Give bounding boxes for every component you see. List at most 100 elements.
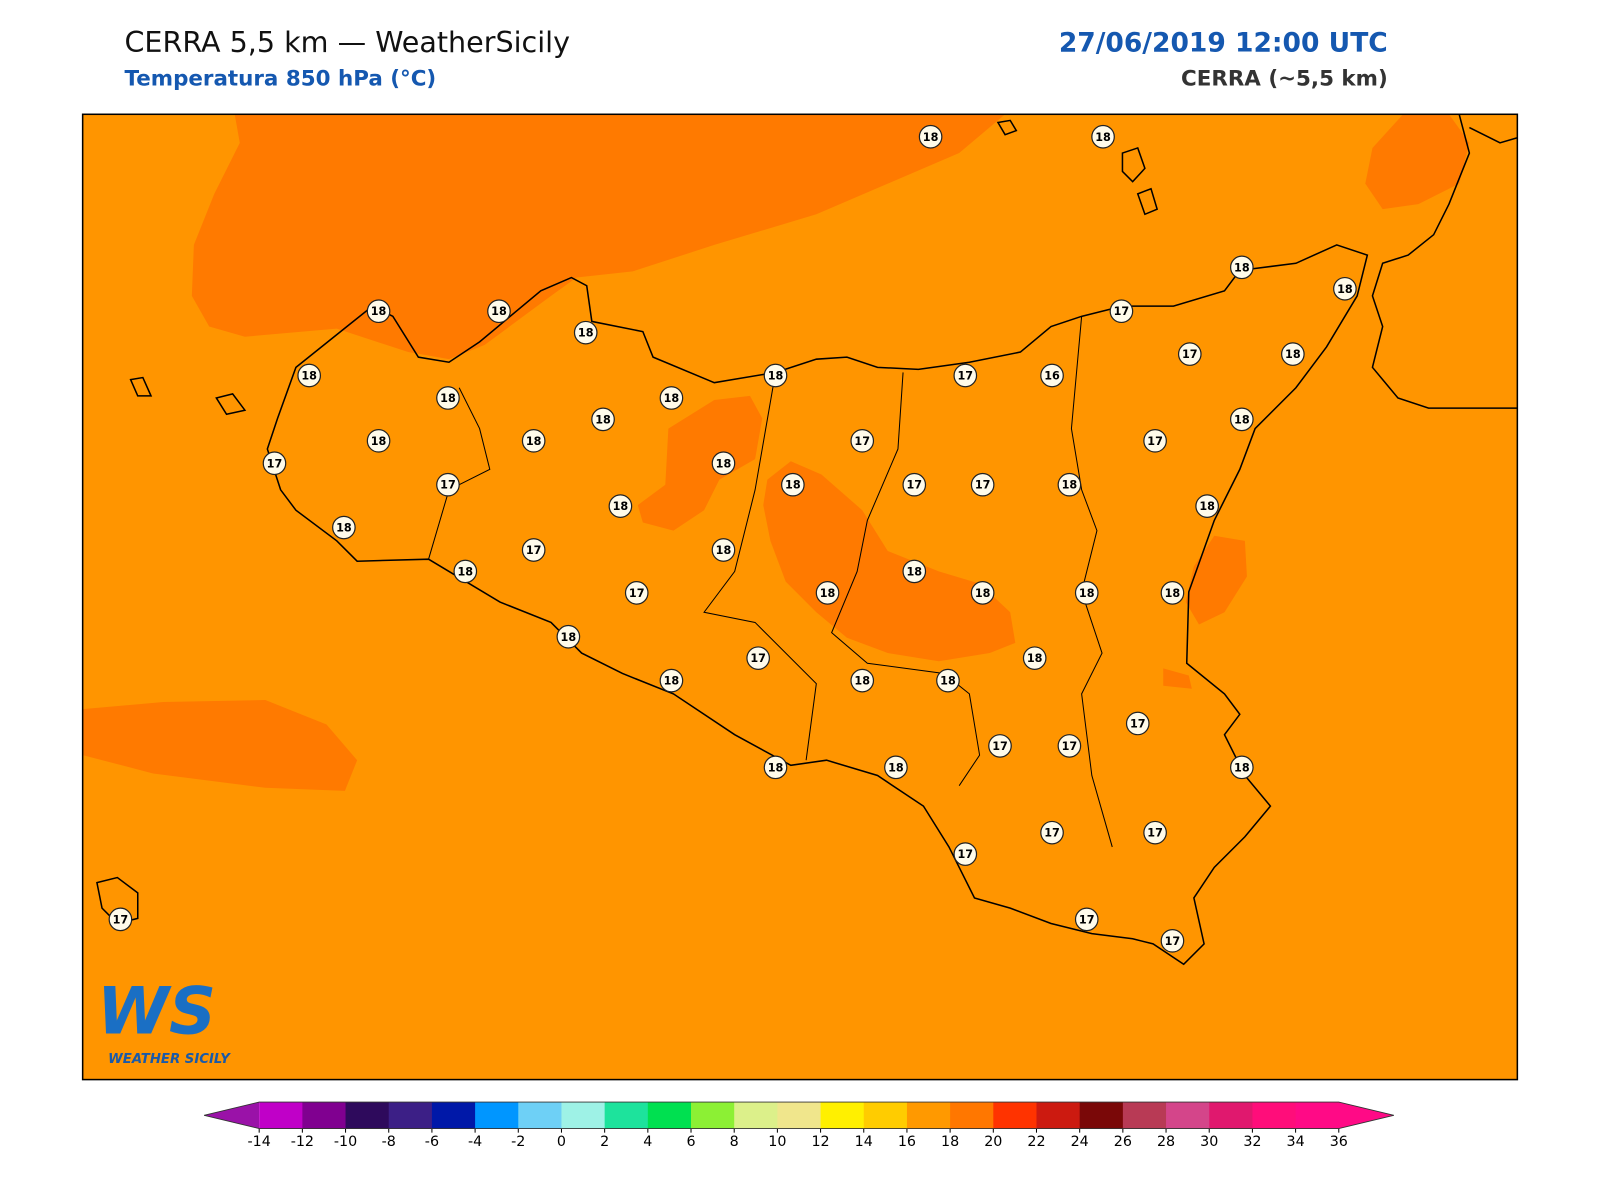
model: CERRA (~5,5 km) [1181, 67, 1388, 92]
station-marker [970, 581, 995, 605]
station-value: 18 [906, 565, 922, 578]
colorbar-bin [561, 1102, 606, 1129]
station-marker [1022, 646, 1047, 670]
colorbar-tick-label: 30 [1200, 1134, 1218, 1150]
colorbar-under [204, 1102, 260, 1129]
station-marker [556, 624, 581, 649]
subtitle: Temperatura 850 hPa (°C) [124, 67, 436, 92]
logo: WS WEATHER SICILY [97, 973, 231, 1067]
colorbar-tick-label: 12 [811, 1134, 829, 1150]
station-marker [487, 299, 511, 324]
station-marker [1074, 581, 1099, 605]
colorbar-bin [1252, 1102, 1297, 1129]
station-value: 18 [768, 370, 784, 383]
colorbar-over [1338, 1102, 1394, 1129]
station-value: 17 [992, 740, 1008, 753]
station-marker [1143, 428, 1167, 453]
station-marker [332, 515, 356, 540]
station-marker [902, 559, 927, 584]
station-value: 18 [595, 413, 611, 426]
colorbar-tick-label: 22 [1027, 1134, 1045, 1150]
colorbar-tick-label: 4 [643, 1134, 652, 1150]
station-value: 18 [301, 370, 317, 383]
station-marker [1040, 820, 1064, 845]
colorbar-bin [906, 1102, 951, 1129]
station-value: 18 [923, 131, 939, 144]
station-value: 18 [1027, 652, 1043, 665]
station-value: 18 [664, 392, 680, 405]
station-value: 17 [113, 913, 129, 926]
station-value: 18 [1234, 413, 1250, 426]
station-marker [1057, 734, 1082, 758]
station-value: 17 [1114, 305, 1130, 318]
station-value: 16 [1044, 370, 1060, 383]
colorbar-tick-label: 16 [898, 1134, 916, 1150]
station-marker [781, 472, 805, 497]
colorbar-bin [863, 1102, 908, 1129]
station-marker [1160, 581, 1185, 605]
colorbar-bin [691, 1102, 735, 1129]
station-value: 18 [716, 544, 732, 557]
station-value: 18 [526, 435, 542, 448]
station-marker [936, 668, 960, 693]
station-value: 17 [854, 435, 870, 448]
station-marker [988, 734, 1012, 758]
colorbar-tick-label: 8 [730, 1134, 739, 1150]
station-value: 17 [267, 457, 283, 470]
station-value: 17 [1079, 913, 1095, 926]
station-value: 18 [336, 522, 352, 535]
colorbar-bin [345, 1102, 390, 1129]
station-marker [1160, 928, 1185, 953]
station-marker [1091, 124, 1115, 149]
station-value: 17 [526, 544, 542, 557]
station-value: 17 [1044, 827, 1060, 840]
colorbar-tick-label: -2 [511, 1134, 525, 1150]
station-marker [1230, 755, 1254, 780]
station-marker [1057, 472, 1082, 497]
station-value: 18 [1337, 283, 1353, 296]
station-value: 18 [440, 392, 456, 405]
station-marker [1125, 711, 1150, 736]
colorbar-tick-label: 36 [1330, 1134, 1348, 1150]
station-marker [659, 386, 684, 410]
station-marker [1143, 820, 1167, 845]
colorbar-bin [820, 1102, 865, 1129]
station-marker [1333, 276, 1357, 301]
station-marker [918, 124, 943, 149]
station-marker [521, 538, 546, 562]
station-value: 18 [940, 675, 956, 688]
colorbar-bin [604, 1102, 649, 1129]
stations: 18 18 18 18 18 18 18 17 17 18 18 18 17 16 18 18 18 18 18 18… [108, 124, 1357, 953]
colorbar-tick-label: 20 [984, 1134, 1002, 1150]
station-value: 18 [1234, 761, 1250, 774]
station-value: 17 [1165, 935, 1181, 948]
colorbar-tick-label: 28 [1157, 1134, 1175, 1150]
coastlines [96, 114, 1518, 966]
colorbar-bin [1209, 1102, 1253, 1129]
station-value: 17 [906, 479, 922, 492]
colorbar-bin [1295, 1102, 1340, 1129]
station-marker [108, 907, 133, 932]
station-value: 17 [957, 370, 973, 383]
map-frame [81, 113, 1519, 1081]
colorbar-tick-label: -14 [248, 1134, 271, 1150]
station-marker [297, 363, 322, 388]
colorbar: -14 -12 -10 -8 -6 -4 -2 0 2 4 6 8 10 12 14 16 18 20 22 24 26… [203, 1101, 1394, 1150]
station-value: 18 [491, 305, 507, 318]
date: 27/06/2019 12:00 UTC [1059, 27, 1388, 58]
colorbar-bin [302, 1102, 347, 1129]
station-value: 18 [854, 675, 870, 688]
colorbar-tick-label: 32 [1243, 1134, 1261, 1150]
station-value: 17 [750, 652, 766, 665]
station-marker [1281, 342, 1305, 366]
colorbar-bin [777, 1102, 822, 1129]
station-marker [884, 755, 908, 780]
map-area: 18 18 18 18 18 18 18 17 17 18 18 18 17 16 18 18 18 18 18 18… [82, 114, 1518, 1080]
station-marker [366, 428, 391, 453]
station-marker [970, 472, 995, 497]
station-value: 17 [440, 479, 456, 492]
station-value: 18 [785, 479, 801, 492]
station-marker [591, 407, 615, 432]
station-value: 18 [820, 587, 836, 600]
